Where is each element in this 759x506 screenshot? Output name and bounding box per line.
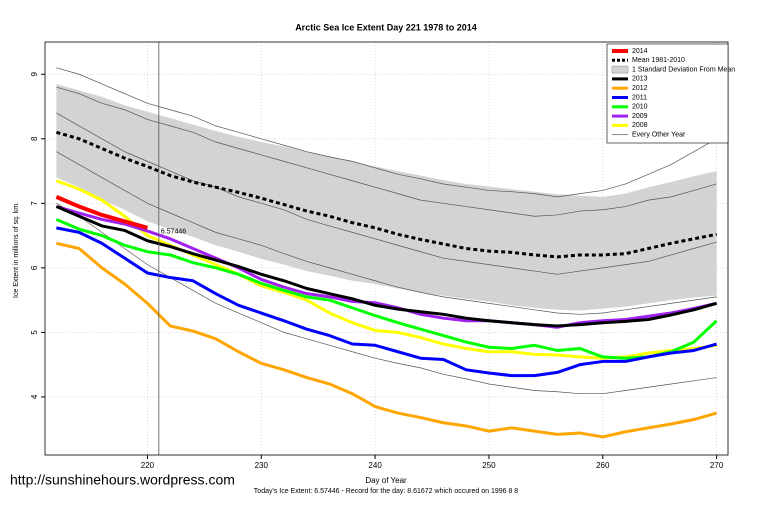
legend-label: 2010: [632, 104, 648, 111]
x-tick-label: 250: [482, 461, 496, 470]
legend-label: 2013: [632, 76, 648, 83]
annotation: 6.57446: [161, 229, 186, 236]
series-line: [55, 195, 148, 230]
series-line: [55, 205, 717, 329]
other-year-line: [56, 67, 717, 198]
legend-label: 2012: [632, 85, 648, 92]
legend-label: 2011: [632, 94, 647, 101]
legend-label: 2008: [632, 122, 648, 129]
plot-frame: [44, 41, 729, 456]
y-axis-label: Ice Extent in millions of sq. km.: [13, 202, 20, 298]
series-line: [55, 218, 718, 360]
x-tick-label: 230: [255, 461, 269, 470]
series-line: [55, 205, 718, 328]
x-axis-label: Day of Year: [365, 476, 407, 485]
legend-label: Mean 1981-2010: [632, 57, 685, 64]
footer: Today's Ice Extent: 6.57446 - Record for…: [254, 488, 519, 495]
y-tick-label: 4: [30, 394, 39, 399]
series-line: [56, 241, 718, 439]
watermark: http://sunshinehours.wordpress.com: [10, 472, 235, 488]
x-tick-label: 240: [368, 461, 382, 470]
legend-label: Every Other Year: [632, 132, 686, 139]
y-tick-label: 5: [30, 330, 39, 335]
series-line: [55, 130, 717, 259]
legend-label: 2009: [632, 113, 648, 120]
legend-label: 2014: [632, 48, 648, 55]
x-tick-label: 260: [596, 461, 610, 470]
y-tick-label: 6: [30, 265, 39, 270]
y-tick-label: 8: [30, 136, 39, 141]
series-line: [56, 226, 718, 378]
other-year-line: [56, 112, 717, 275]
chart-title: Arctic Sea Ice Extent Day 221 1978 to 20…: [295, 22, 477, 32]
other-year-line: [56, 86, 717, 217]
std-band: [56, 83, 717, 311]
legend-swatch: [611, 65, 629, 74]
x-tick-label: 270: [710, 461, 724, 470]
other-year-line: [56, 151, 717, 315]
y-tick-label: 7: [30, 201, 39, 206]
y-tick-label: 9: [30, 71, 39, 76]
legend-label: 1 Standard Deviation From Mean: [632, 66, 735, 73]
x-tick-label: 220: [141, 461, 155, 470]
